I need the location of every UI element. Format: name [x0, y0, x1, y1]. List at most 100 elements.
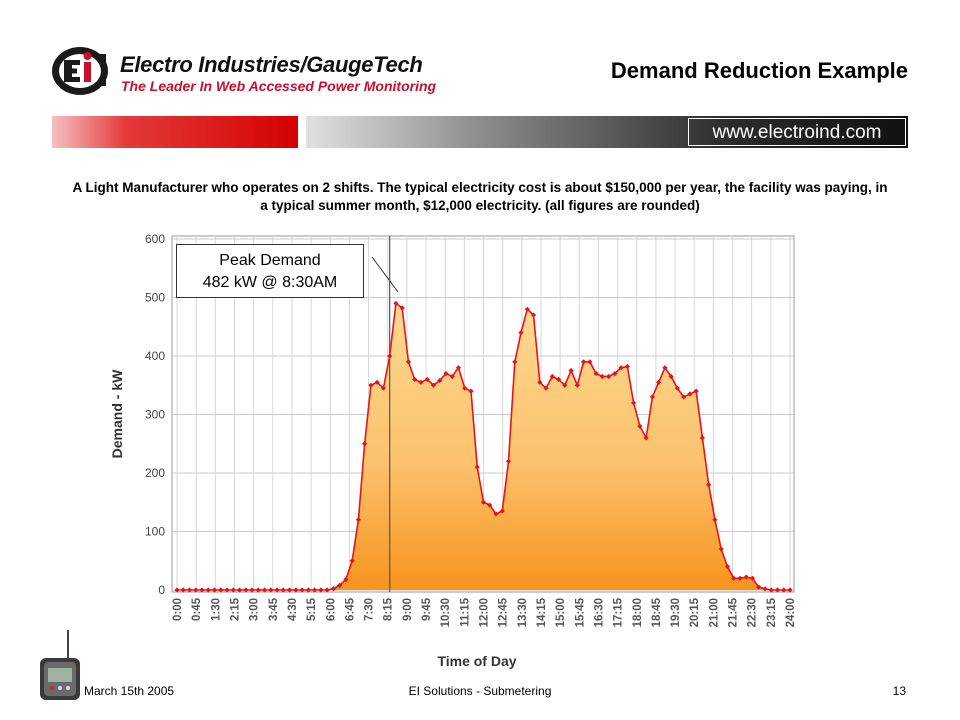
intro-text: A Light Manufacturer who operates on 2 s… — [72, 180, 888, 213]
data-point — [455, 365, 462, 371]
x-tick-label: 1:30 — [210, 598, 222, 621]
data-point — [662, 365, 668, 371]
x-tick-label: 18:45 — [651, 597, 663, 627]
callout-value: 482 kW @ 8:30AM — [202, 274, 338, 291]
data-point — [480, 499, 487, 505]
data-point — [706, 482, 712, 488]
footer-date: March 15th 2005 — [84, 684, 175, 698]
data-point — [724, 564, 731, 570]
website-link[interactable]: www.electroind.com — [688, 118, 906, 146]
x-tick-label: 6:00 — [325, 598, 337, 621]
data-point — [443, 370, 449, 377]
x-tick-label: 14:15 — [536, 597, 548, 627]
data-point — [487, 502, 493, 508]
data-point — [768, 587, 774, 593]
data-point — [612, 370, 618, 377]
x-tick-label: 10:30 — [440, 598, 452, 627]
x-tick-label: 8:15 — [383, 597, 395, 621]
data-point — [186, 587, 193, 593]
data-point — [568, 368, 574, 374]
data-point — [462, 385, 468, 391]
x-tick-label: 0:45 — [191, 597, 203, 621]
x-tick-label: 18:00 — [632, 598, 644, 627]
data-point — [474, 464, 480, 470]
data-point — [762, 586, 768, 592]
data-point — [418, 379, 424, 385]
y-tick-label: 100 — [145, 525, 165, 539]
x-tick-label: 9:45 — [421, 597, 433, 621]
peak-demand-callout: Peak Demand 482 kW @ 8:30AM — [176, 244, 364, 298]
data-point — [268, 587, 274, 593]
data-point — [618, 365, 624, 371]
y-tick-label: 200 — [145, 466, 165, 480]
data-point — [743, 574, 749, 580]
data-point — [412, 376, 418, 382]
y-axis-label: Demand - kW — [109, 369, 125, 458]
power-meter-device-icon — [30, 628, 86, 708]
data-point — [355, 517, 361, 523]
x-tick-label: 21:45 — [728, 597, 740, 627]
x-tick-label: 20:15 — [689, 597, 701, 627]
data-point — [737, 575, 743, 581]
data-point — [631, 400, 637, 406]
data-point — [399, 305, 405, 311]
data-point — [249, 587, 255, 593]
x-tick-label: 2:15 — [229, 597, 241, 621]
data-point — [280, 587, 286, 593]
y-tick-label: 300 — [145, 408, 165, 422]
data-point — [374, 379, 380, 385]
point-layer — [174, 300, 793, 593]
footer-title: EI Solutions - Submetering — [408, 684, 552, 698]
data-point — [549, 373, 555, 380]
data-point — [587, 359, 593, 365]
x-tick-label: 3:00 — [249, 598, 261, 621]
x-tick-label: 5:15 — [306, 597, 318, 621]
x-tick-label: 6:45 — [344, 597, 356, 621]
data-point — [543, 385, 549, 391]
x-axis-label: Time of Day — [437, 653, 516, 669]
annotation-leader-line — [371, 256, 399, 293]
data-point — [368, 382, 374, 388]
x-tick-label: 24:00 — [785, 598, 797, 627]
x-tick-label: 11:15 — [459, 597, 471, 626]
dark-banner-bar — [306, 116, 908, 148]
data-point — [205, 587, 211, 593]
data-point — [537, 379, 543, 385]
x-tick-label: 13:30 — [517, 598, 529, 627]
x-tick-label: 12:45 — [498, 597, 510, 627]
company-tagline: The Leader In Web Accessed Power Monitor… — [121, 78, 437, 94]
data-point — [718, 546, 724, 552]
x-tick-label: 19:30 — [670, 598, 682, 627]
data-point — [530, 312, 537, 318]
x-tick-label: 15:00 — [555, 598, 567, 627]
y-tick-label: 500 — [145, 291, 165, 305]
data-point — [211, 587, 218, 593]
y-tick-label: 0 — [158, 583, 165, 597]
data-point — [380, 385, 387, 391]
data-point — [712, 517, 718, 523]
data-point — [574, 382, 580, 388]
data-point — [337, 582, 343, 588]
company-logo-icon — [50, 44, 114, 98]
x-tick-labels: 0:00 0:45 1:30 2:15 3:00 3:45 4:30 5:15 6:00 6:45… — [172, 597, 797, 627]
page-number: 13 — [892, 684, 906, 698]
demand-area — [177, 303, 790, 590]
data-point — [555, 376, 562, 382]
data-point — [230, 587, 236, 593]
data-point — [580, 359, 587, 365]
data-point — [430, 382, 437, 388]
x-tick-label: 23:15 — [766, 597, 778, 627]
data-point — [593, 370, 599, 377]
data-point — [174, 587, 180, 593]
data-point — [224, 587, 230, 593]
data-point — [255, 587, 261, 593]
data-point — [199, 587, 205, 593]
data-point — [674, 385, 681, 391]
area-layer — [177, 303, 790, 590]
data-point — [437, 377, 443, 384]
x-tick-label: 15:45 — [574, 597, 586, 627]
data-point — [236, 587, 243, 593]
data-point — [299, 587, 305, 593]
data-point — [243, 587, 249, 593]
data-point — [524, 306, 530, 312]
